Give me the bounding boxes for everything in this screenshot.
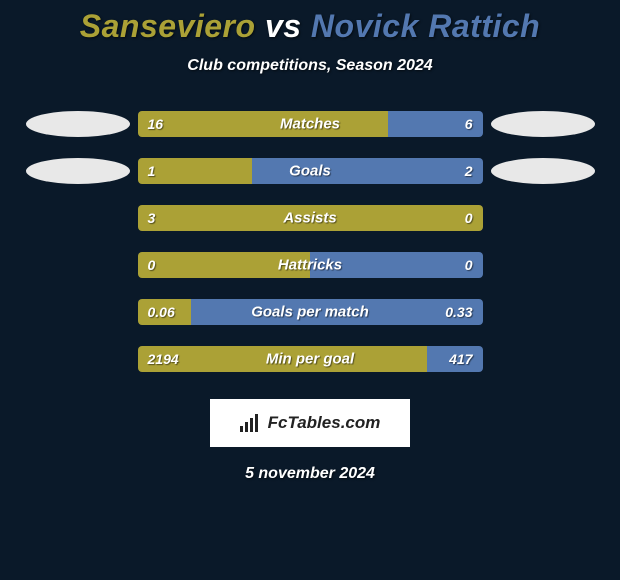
title-player1: Sanseviero	[80, 8, 256, 44]
brand-badge: FcTables.com	[210, 399, 410, 447]
footer-date: 5 november 2024	[0, 465, 620, 483]
comparison-chart: Matches 16 6 Goals 1 2 Assists 3 0 Hattricks 0 0 Goa…	[0, 111, 620, 393]
stat-bar: Assists 3 0	[138, 205, 483, 231]
avatar-slot-right	[483, 111, 603, 137]
player-avatar-right	[491, 111, 595, 137]
bar-segment-right	[252, 158, 482, 184]
stat-row: Goals 1 2	[0, 158, 620, 184]
stat-value-left: 16	[148, 116, 164, 132]
stat-value-left: 0.06	[148, 304, 175, 320]
stat-row: Min per goal 2194 417	[0, 346, 620, 372]
avatar-slot-left	[18, 111, 138, 137]
stat-value-left: 2194	[148, 351, 179, 367]
comparison-card: Sanseviero vs Novick Rattich Club compet…	[0, 0, 620, 483]
bar-segment-left	[138, 111, 389, 137]
stat-value-right: 6	[465, 116, 473, 132]
stat-label: Assists	[283, 210, 336, 227]
stat-label: Min per goal	[266, 351, 354, 368]
brand-text: FcTables.com	[268, 413, 381, 433]
stat-value-left: 3	[148, 210, 156, 226]
stat-bar: Min per goal 2194 417	[138, 346, 483, 372]
stat-row: Goals per match 0.06 0.33	[0, 299, 620, 325]
stat-value-right: 2	[465, 163, 473, 179]
avatar-slot-right	[483, 158, 603, 184]
title: Sanseviero vs Novick Rattich	[0, 8, 620, 45]
stat-value-left: 0	[148, 257, 156, 273]
stat-label: Matches	[280, 116, 340, 133]
player-avatar-left	[26, 111, 130, 137]
title-vs: vs	[265, 8, 302, 44]
stat-row: Matches 16 6	[0, 111, 620, 137]
bar-chart-icon	[240, 414, 262, 432]
stat-bar: Goals per match 0.06 0.33	[138, 299, 483, 325]
stat-row: Hattricks 0 0	[0, 252, 620, 278]
stat-bar: Matches 16 6	[138, 111, 483, 137]
subtitle: Club competitions, Season 2024	[0, 57, 620, 75]
stat-value-left: 1	[148, 163, 156, 179]
stat-bar: Goals 1 2	[138, 158, 483, 184]
stat-bar: Hattricks 0 0	[138, 252, 483, 278]
stat-label: Goals	[289, 163, 331, 180]
stat-label: Hattricks	[278, 257, 342, 274]
player-avatar-right	[491, 158, 595, 184]
stat-value-right: 417	[449, 351, 472, 367]
player-avatar-left	[26, 158, 130, 184]
stat-label: Goals per match	[251, 304, 369, 321]
stat-value-right: 0	[465, 210, 473, 226]
stat-value-right: 0.33	[445, 304, 472, 320]
stat-row: Assists 3 0	[0, 205, 620, 231]
avatar-slot-left	[18, 158, 138, 184]
title-player2: Novick Rattich	[311, 8, 540, 44]
stat-value-right: 0	[465, 257, 473, 273]
